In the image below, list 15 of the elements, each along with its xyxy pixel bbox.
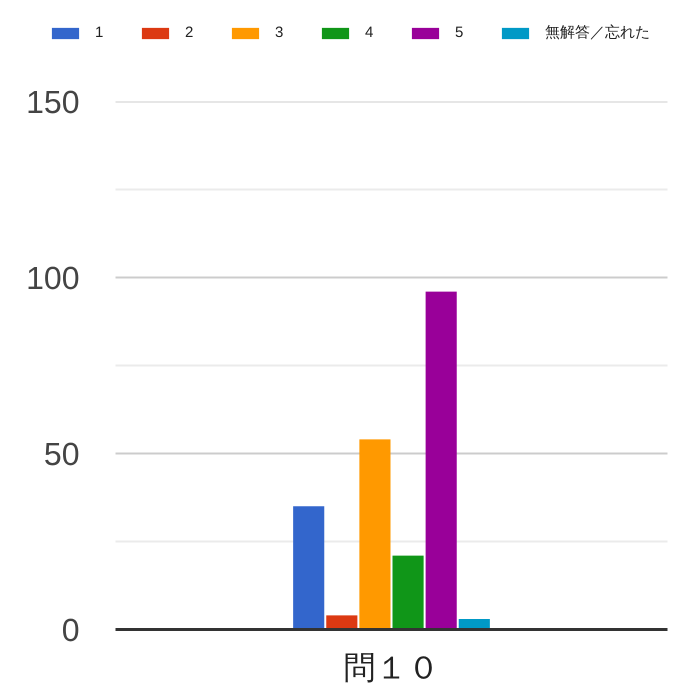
y-tick-label: 50: [44, 436, 80, 472]
legend-label: 無解答／忘れた: [545, 23, 650, 42]
y-tick-label: 150: [26, 84, 80, 120]
bar: [426, 292, 457, 630]
legend-label: 3: [275, 24, 284, 41]
legend-label: 1: [95, 24, 104, 41]
y-tick-label: 100: [26, 260, 80, 296]
legend-label: 2: [185, 24, 194, 41]
bar: [293, 506, 324, 630]
legend-label: 4: [365, 24, 374, 41]
bar: [392, 556, 424, 630]
y-tick-label: 0: [62, 612, 80, 648]
legend-label: 5: [455, 24, 464, 41]
x-tick-label: 問１０: [344, 650, 440, 686]
bar: [359, 439, 391, 630]
